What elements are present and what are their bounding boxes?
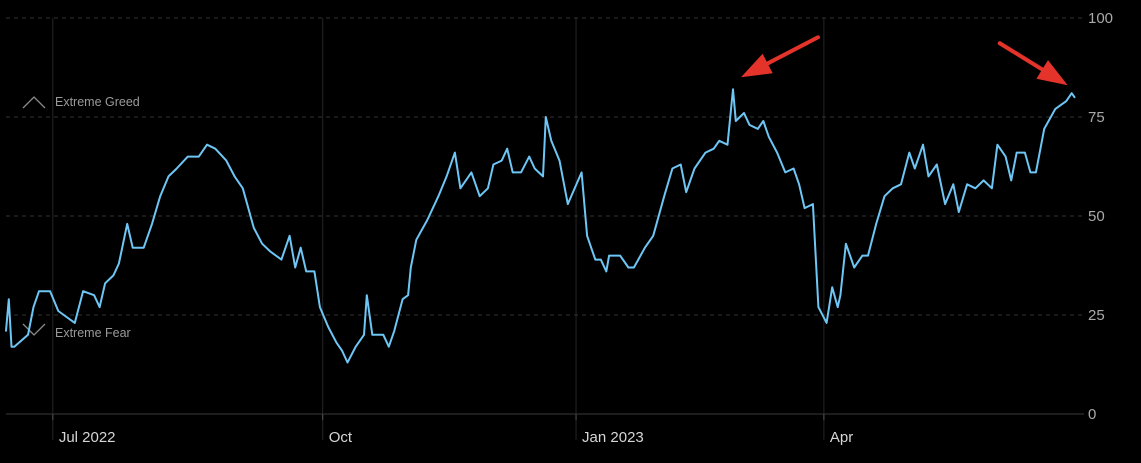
arrow-head [1036, 60, 1068, 86]
extreme-greed-label: Extreme Greed [55, 95, 140, 109]
arrow-shaft [997, 41, 1045, 72]
extreme-greed-marker: Extreme Greed [22, 95, 140, 109]
arrow-shaft [765, 35, 821, 66]
x-tick-label: Jul 2022 [59, 429, 116, 446]
y-tick-label: 25 [1088, 307, 1105, 324]
x-tick-label: Apr [830, 429, 853, 446]
annotation-arrow [741, 35, 821, 78]
vertical-grid [52, 18, 825, 440]
extreme-fear-marker: Extreme Fear [22, 323, 131, 340]
annotation-arrows [741, 35, 1068, 86]
horizontal-grid [6, 17, 1084, 415]
extreme-fear-label: Extreme Fear [55, 326, 131, 340]
y-tick-label: 75 [1088, 109, 1105, 126]
x-tick-label: Jan 2023 [582, 429, 644, 446]
x-axis: Jul 2022 Oct Jan 2023 Apr [59, 429, 853, 446]
series-group [5, 88, 1076, 364]
y-tick-label: 0 [1088, 406, 1096, 423]
series-line [5, 88, 1076, 364]
arrow-head [741, 53, 773, 78]
y-axis: 100 75 50 25 0 [1088, 10, 1113, 423]
y-tick-label: 100 [1088, 10, 1113, 27]
x-tick-label: Oct [329, 429, 353, 446]
chevron-down-icon [22, 323, 46, 336]
chevron-up-icon [22, 96, 46, 109]
annotation-arrow [997, 41, 1068, 86]
y-tick-label: 50 [1088, 208, 1105, 225]
